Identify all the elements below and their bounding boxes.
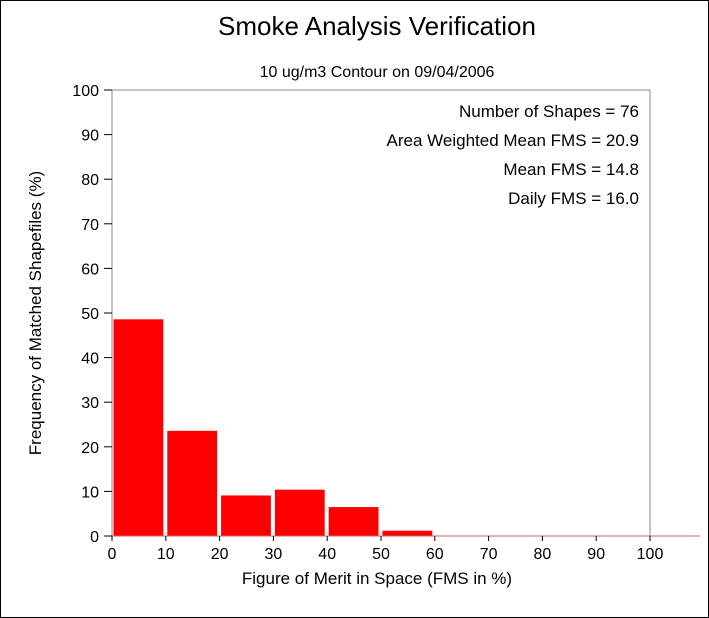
y-tick-label-70: 70 [81,217,99,234]
y-tick-label-30: 30 [81,395,99,412]
x-tick-label-0: 0 [108,546,117,563]
chart-subtitle: 10 ug/m3 Contour on 09/04/2006 [260,64,495,81]
y-tick-label-50: 50 [81,306,99,323]
x-tick-label-20: 20 [211,546,229,563]
stat-line-0: Number of Shapes = 76 [459,102,639,121]
x-axis-label: Figure of Merit in Space (FMS in %) [242,569,512,588]
x-tick-label-90: 90 [587,546,605,563]
y-tick-label-80: 80 [81,172,99,189]
y-tick-label-60: 60 [81,261,99,278]
stats-box: Number of Shapes = 76 Area Weighted Mean … [387,102,639,208]
stat-line-1: Area Weighted Mean FMS = 20.9 [387,131,639,150]
bar-0 [112,318,165,537]
bar-4 [327,506,380,537]
y-tick-label-40: 40 [81,351,99,368]
y-tick-label-0: 0 [90,529,99,546]
bar-1 [166,429,219,537]
y-tick-label-20: 20 [81,440,99,457]
x-tick-label-10: 10 [157,546,175,563]
chart-title: Smoke Analysis Verification [218,11,536,41]
stat-line-3: Daily FMS = 16.0 [508,189,639,208]
bar-2 [220,494,272,537]
x-tick-label-60: 60 [426,546,444,563]
y-tick-label-10: 10 [81,484,99,501]
x-tick-label-30: 30 [265,546,283,563]
x-tick-label-70: 70 [480,546,498,563]
bars-group [112,318,434,537]
x-tick-label-40: 40 [318,546,336,563]
bar-5 [381,529,434,537]
y-axis-label: Frequency of Matched Shapefiles (%) [26,171,45,455]
bar-3 [273,488,326,537]
y-axis: 0 10 20 30 40 50 60 70 80 90 100 [72,83,112,546]
x-axis: 0 10 20 30 40 50 60 70 80 90 100 [108,536,664,563]
x-tick-label-100: 100 [637,546,664,563]
x-tick-label-50: 50 [372,546,390,563]
y-tick-label-100: 100 [72,83,99,100]
y-tick-label-90: 90 [81,128,99,145]
x-tick-label-80: 80 [534,546,552,563]
stat-line-2: Mean FMS = 14.8 [503,160,639,179]
